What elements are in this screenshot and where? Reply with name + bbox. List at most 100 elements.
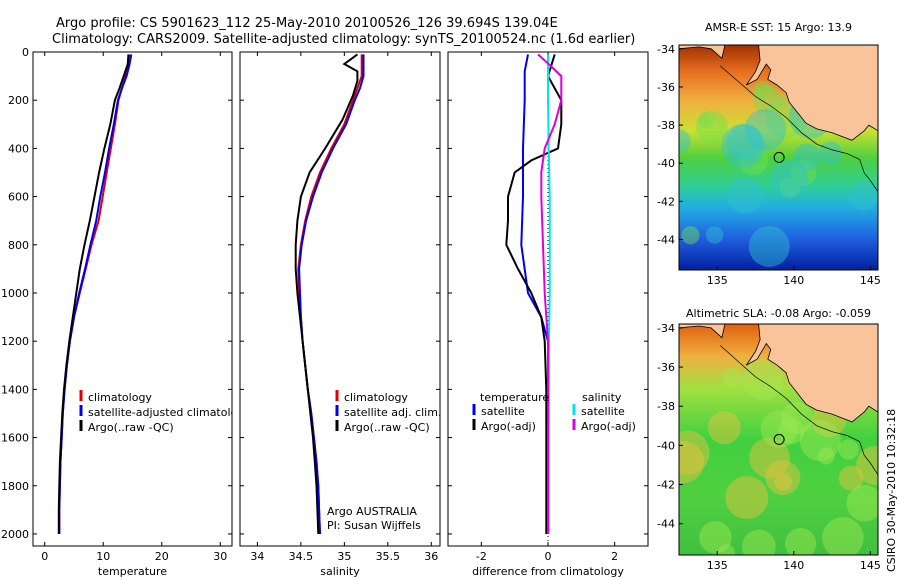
field-blotch [774, 472, 793, 491]
field-blotch [725, 476, 769, 520]
field-blotch [793, 143, 821, 171]
y-tick-label: -44 [657, 518, 675, 531]
series-line-magenta [537, 53, 563, 534]
chart-salinity: 34 34.5 35 35.5 36 salinity climatology satelli… [239, 51, 441, 578]
x-tick-label: 0 [41, 550, 48, 563]
x-tick-label: 140 [783, 274, 804, 287]
y-tick-label: 2000 [1, 528, 29, 541]
field-blotch [748, 225, 790, 267]
x-axis-label: salinity [320, 565, 360, 578]
x-axis-label: temperature [98, 565, 167, 578]
depth-contour [720, 65, 878, 192]
legend-entry: Argo(-adj) [481, 420, 536, 433]
legend-entry: satellite [581, 405, 625, 418]
annotation-argo-australia: Argo AUSTRALIA [327, 505, 417, 518]
field-blotch [752, 84, 782, 114]
x-tick-label: 35.5 [376, 550, 401, 563]
map-sla: Altimetric SLA: -0.08 Argo: -0.059 -34 -36… [657, 307, 881, 572]
legend-entry: satellite adj. clim. [344, 406, 441, 419]
map-field [679, 324, 878, 555]
x-tick-label: 145 [860, 559, 881, 572]
y-tick-label: -40 [657, 157, 675, 170]
x-tick-label: 135 [707, 559, 728, 572]
legend-entry: Argo(..raw -QC) [88, 421, 174, 434]
chart-temperature: 0 200 400 600 800 1000 1200 1400 1600 1800 2000 0 10… [1, 46, 251, 578]
float-position-marker [773, 151, 785, 163]
series-line-black [57, 54, 130, 534]
field-blotch [779, 177, 801, 198]
x-tick-label: 2 [611, 550, 618, 563]
field-blotch [818, 141, 843, 165]
side-credit-label: CSIRO 30-May-2010 10:32:18 [885, 409, 898, 572]
field-blotch [681, 226, 700, 245]
map-title: Altimetric SLA: -0.08 Argo: -0.059 [686, 307, 871, 320]
x-tick-label: 34.5 [289, 550, 314, 563]
legend-entry: Argo(-adj) [581, 420, 636, 433]
y-tick-label: 600 [8, 191, 29, 204]
y-tick-label: -44 [657, 233, 675, 246]
field-blotch [717, 544, 735, 555]
field-blotch [770, 160, 809, 198]
float-position-marker [773, 433, 785, 445]
annotation-pi: PI: Susan Wijffels [327, 519, 421, 532]
x-tick-label: 0 [545, 550, 552, 563]
x-tick-label: 135 [707, 274, 728, 287]
y-tick-label: -40 [657, 439, 675, 452]
map-title: AMSR-E SST: 15 Argo: 13.9 [705, 21, 852, 34]
x-tick-label: 30 [213, 550, 227, 563]
x-tick-label: 20 [155, 550, 169, 563]
land-mass [746, 45, 878, 141]
land-mass [679, 324, 726, 339]
chart-difference: -2 0 2 difference from climatology temperatu… [447, 51, 649, 578]
legend-entry: satellite [481, 405, 525, 418]
y-tick-label: -34 [657, 322, 675, 335]
series-line-black [505, 54, 563, 534]
y-tick-label: 1200 [1, 335, 29, 348]
field-blotch [838, 439, 859, 460]
y-tick-label: -34 [657, 43, 675, 56]
field-blotch [780, 402, 813, 435]
field-blotch [726, 176, 764, 214]
y-tick-label: -36 [657, 81, 675, 94]
field-blotch [848, 181, 878, 211]
y-tick-label: 0 [22, 46, 29, 59]
legend-header-temperature: temperature [480, 391, 549, 404]
field-blotch [679, 430, 710, 475]
y-tick-label: 1600 [1, 432, 29, 445]
legend-entry: climatology [344, 391, 408, 404]
field-blotch [838, 465, 864, 491]
y-tick-label: -38 [657, 400, 675, 413]
x-axis-label: difference from climatology [472, 565, 624, 578]
field-blotch [744, 108, 787, 151]
field-blotch [817, 447, 835, 465]
field-blotch [679, 440, 705, 484]
field-blotch [699, 521, 732, 554]
y-tick-label: -36 [657, 361, 675, 374]
field-blotch [721, 123, 766, 168]
legend-entry: satellite-adjusted climatology [88, 406, 251, 419]
field-blotch [846, 484, 878, 522]
series-line-blue [520, 54, 549, 534]
legend-entry: climatology [88, 391, 152, 404]
series-line-red [297, 54, 363, 535]
x-tick-label: 10 [96, 550, 110, 563]
series-line-blue [58, 54, 133, 534]
field-blotch [722, 367, 744, 390]
y-tick-label: 800 [8, 239, 29, 252]
map-frame [678, 44, 879, 271]
field-blotch [760, 410, 798, 448]
land-mass [746, 324, 878, 423]
y-tick-label: -42 [657, 479, 675, 492]
y-tick-label: -42 [657, 195, 675, 208]
field-blotch [765, 460, 801, 496]
series-line-blue [298, 54, 365, 535]
legend-header-salinity: salinity [582, 391, 622, 404]
x-tick-label: 145 [860, 274, 881, 287]
field-blotch [707, 411, 741, 445]
y-tick-label: 1400 [1, 383, 29, 396]
figure-title-line1: Argo profile: CS 5901623_112 25-May-2010… [56, 16, 558, 31]
plot-frame [239, 51, 441, 547]
series-line-black [294, 53, 359, 535]
field-blotch [856, 446, 878, 485]
